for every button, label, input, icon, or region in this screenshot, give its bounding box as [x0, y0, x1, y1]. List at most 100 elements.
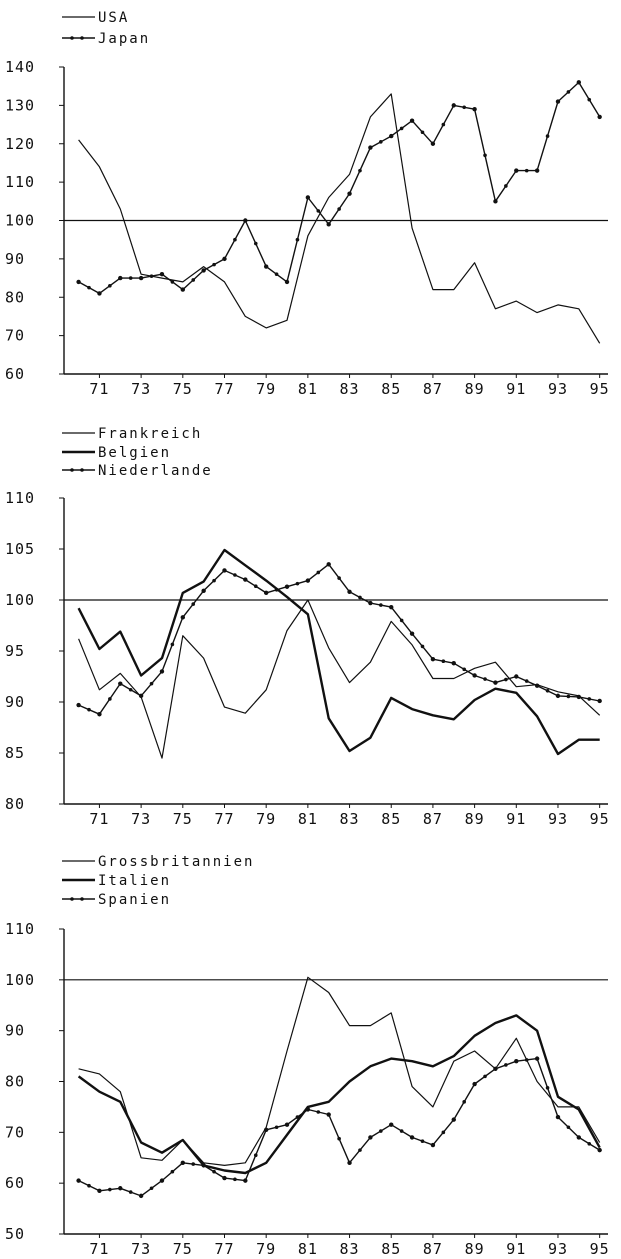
data-point-mid: [170, 642, 175, 647]
series-line-spanien: [78, 1057, 601, 1197]
x-tick-label: 85: [381, 1240, 401, 1258]
x-tick-label: 77: [214, 380, 234, 398]
x-tick-label: 91: [506, 380, 526, 398]
data-point-mid: [316, 209, 321, 213]
data-point-mid: [587, 697, 592, 701]
legend-label: Frankreich: [98, 426, 202, 442]
data-point-mid: [316, 1110, 321, 1114]
y-tick-label: 100: [5, 591, 35, 609]
data-point-mid: [483, 1074, 487, 1079]
data-point-mid: [545, 134, 550, 138]
legend-label: Japan: [98, 31, 150, 47]
data-point-mid: [149, 274, 154, 278]
data-point-mid: [295, 237, 300, 242]
data-point: [180, 615, 186, 620]
data-point-mid: [337, 576, 341, 580]
x-tick-label: 75: [173, 380, 193, 398]
data-point-mid: [420, 130, 425, 135]
series-line-grossbritannien: [78, 976, 601, 1167]
x-tick-label: 95: [590, 380, 610, 398]
data-point: [555, 99, 561, 104]
x-tick-label: 81: [298, 810, 318, 828]
data-point: [138, 1193, 144, 1199]
data-point-mid: [504, 677, 508, 682]
data-point-mid: [441, 1130, 446, 1135]
data-point-mid: [295, 1115, 300, 1119]
legend-swatch-dot: [80, 897, 84, 901]
data-point: [597, 1147, 602, 1153]
legend-item-japan: Japan: [62, 31, 150, 47]
data-point-mid: [524, 679, 529, 683]
x-tick-label: 85: [381, 380, 401, 398]
data-point: [430, 1142, 436, 1148]
series-line-frankreich: [78, 599, 601, 759]
data-point: [409, 631, 415, 636]
data-point-mid: [379, 603, 383, 607]
data-point-mid: [379, 1129, 383, 1133]
data-point: [284, 1122, 290, 1127]
data-point-mid: [462, 667, 466, 672]
x-tick-label: 71: [89, 810, 109, 828]
legend-label: Belgien: [98, 445, 171, 461]
x-tick-label: 71: [89, 380, 109, 398]
data-point: [368, 600, 373, 606]
data-point: [430, 656, 436, 662]
data-point-mid: [462, 105, 466, 110]
data-point-mid: [170, 280, 175, 284]
data-point: [493, 680, 498, 685]
y-tick-label: 110: [5, 920, 35, 938]
y-tick-label: 60: [5, 365, 25, 383]
y-tick-label: 110: [5, 173, 35, 191]
y-tick-label: 90: [5, 250, 25, 268]
data-point: [597, 698, 602, 704]
x-tick-label: 81: [298, 1240, 318, 1258]
data-point-mid: [128, 1190, 133, 1194]
data-point-mid: [358, 1148, 362, 1152]
data-point: [180, 287, 186, 292]
data-point-mid: [504, 184, 508, 188]
data-point: [305, 1107, 311, 1112]
data-point: [472, 1081, 477, 1087]
legend-swatch-dot: [80, 36, 84, 40]
data-point: [305, 195, 311, 200]
data-point-mid: [87, 285, 91, 290]
x-tick-label: 83: [340, 1240, 360, 1258]
y-tick-label: 85: [5, 744, 25, 762]
y-tick-label: 70: [5, 327, 25, 345]
x-tick-label: 93: [548, 810, 568, 828]
x-tick-label: 73: [131, 1240, 151, 1258]
data-point-mid: [566, 694, 571, 699]
data-point: [347, 589, 352, 595]
legend-item-spanien: Spanien: [62, 892, 169, 908]
data-point-mid: [295, 581, 300, 586]
x-tick-label: 83: [340, 380, 360, 398]
data-point-mid: [233, 1177, 237, 1182]
data-point-mid: [253, 584, 258, 589]
data-point: [451, 1117, 456, 1122]
x-tick-label: 73: [131, 810, 151, 828]
data-point-mid: [545, 1086, 550, 1090]
data-point-mid: [170, 1169, 175, 1174]
data-point-mid: [441, 659, 446, 663]
data-point-mid: [420, 644, 425, 649]
data-point: [534, 683, 540, 688]
data-point-mid: [399, 126, 404, 131]
series-line-usa: [78, 93, 601, 344]
data-point: [284, 584, 290, 589]
data-point: [576, 1135, 582, 1140]
series-line-niederlande: [78, 563, 600, 715]
data-point: [534, 168, 540, 173]
x-tick-label: 79: [256, 1240, 276, 1258]
x-tick-label: 93: [548, 1240, 568, 1258]
data-point-mid: [191, 278, 196, 282]
data-point: [409, 1135, 415, 1140]
x-tick-label: 79: [256, 810, 276, 828]
x-tick-label: 83: [340, 810, 360, 828]
data-point-mid: [504, 1063, 508, 1067]
x-tick-label: 95: [590, 810, 610, 828]
chart-panel-1: 60 70 80 90 100 110 120 130 140 71 73 75 77 79 81 83 85 8…: [5, 10, 610, 398]
data-point: [347, 1160, 352, 1166]
data-point: [493, 199, 498, 204]
data-point: [243, 218, 248, 223]
